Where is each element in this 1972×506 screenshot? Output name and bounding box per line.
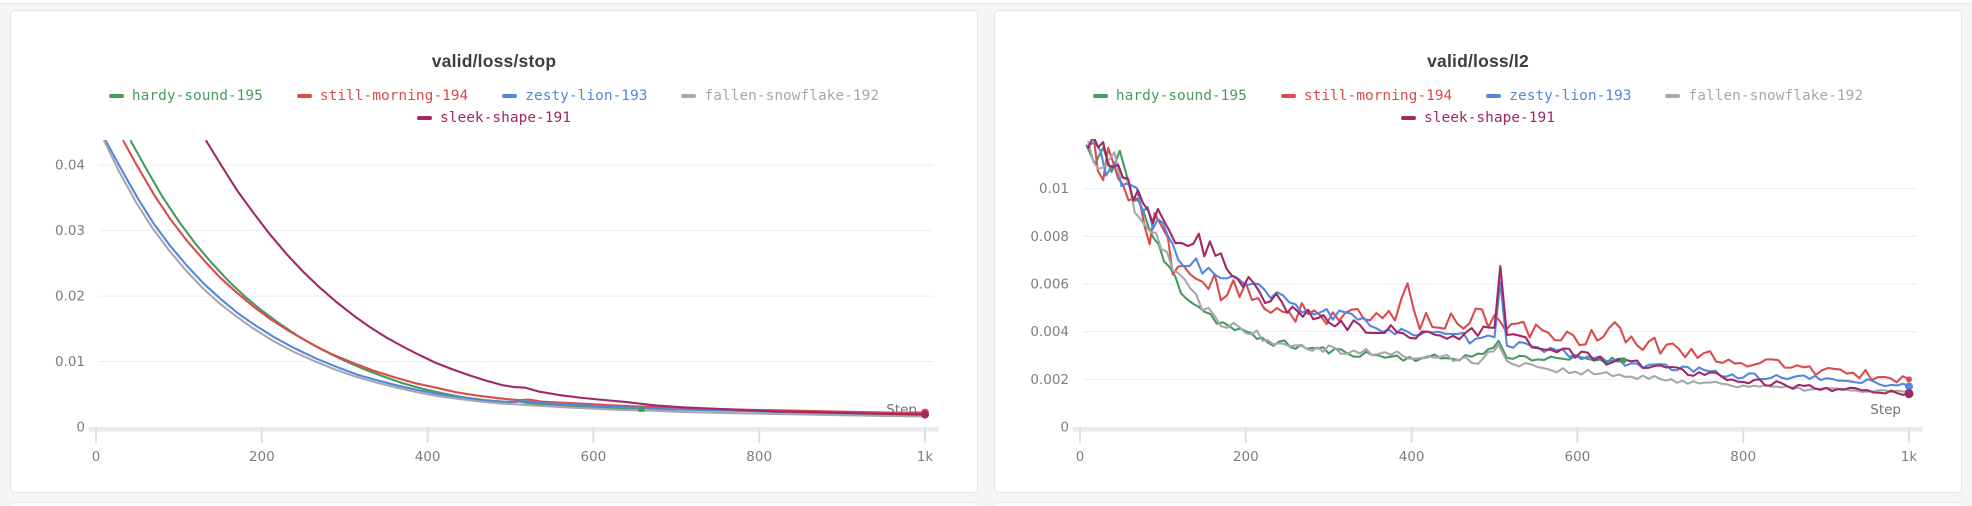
svg-text:0.006: 0.006 [1030,277,1069,293]
series-line-fallen-snowflake-192 [1087,140,1911,394]
previous-panel-row-edge [0,0,1972,4]
legend: hardy-sound-195 still-morning-194 zesty-li… [11,85,977,129]
legend-row-2: sleek-shape-191 [11,107,977,129]
legend-item-sleek-shape-191[interactable]: sleek-shape-191 [1401,110,1555,126]
legend-item-fallen-snowflake-192[interactable]: fallen-snowflake-192 [1665,88,1863,104]
svg-text:800: 800 [1730,449,1756,465]
end-marker-hardy-sound-195 [638,405,645,412]
svg-text:0: 0 [1060,420,1069,436]
series-line-still-morning-194 [122,139,927,414]
legend-swatch-icon [681,94,697,98]
svg-text:0: 0 [1076,449,1085,465]
legend-swatch-icon [1092,94,1108,98]
end-marker-sleek-shape-191 [921,410,929,419]
next-panel-row [0,502,1972,506]
x-axis-label: Step [1870,402,1901,418]
legend-label: still-morning-194 [1303,88,1453,104]
next-panel-row-edge [994,502,1962,506]
svg-text:400: 400 [415,449,441,465]
legend-label: fallen-snowflake-192 [704,88,880,104]
legend-label: fallen-snowflake-192 [1688,88,1864,104]
legend-label: zesty-lion-193 [1509,88,1632,104]
svg-text:0.01: 0.01 [1039,181,1069,197]
svg-text:1k: 1k [917,449,934,465]
svg-text:0.03: 0.03 [55,223,85,239]
gridlines [99,164,933,363]
legend-label: sleek-shape-191 [440,110,571,126]
svg-text:0.02: 0.02 [55,289,85,305]
svg-text:600: 600 [1565,449,1591,465]
legend-item-hardy-sound-195[interactable]: hardy-sound-195 [1092,88,1247,104]
series-line-hardy-sound-195 [1085,144,1625,365]
legend-row-2: sleek-shape-191 [995,107,1961,129]
svg-text:200: 200 [1233,449,1259,465]
y-tick-labels: 0 0.01 0.02 0.03 0.04 [55,158,85,436]
series-line-zesty-lion-193 [1088,141,1911,388]
svg-text:0: 0 [92,449,101,465]
svg-text:600: 600 [581,449,607,465]
panel-title: valid/loss/stop [431,51,557,71]
legend-swatch-icon [1280,94,1296,98]
y-tick-labels: 0 0.002 0.004 0.006 0.008 0.01 [1030,181,1069,435]
legend-label: hardy-sound-195 [131,88,263,104]
panel-title: valid/loss/l2 [1427,51,1529,71]
svg-text:0.004: 0.004 [1030,324,1069,340]
legend-swatch-icon [502,94,518,98]
legend-item-hardy-sound-195[interactable]: hardy-sound-195 [108,88,263,104]
svg-text:0.002: 0.002 [1030,372,1069,388]
series-line-sleek-shape-191 [205,139,927,416]
gridlines [1083,188,1917,380]
end-marker-zesty-lion-193 [1905,382,1913,391]
x-tick-labels: 0 200 400 600 800 1k [1076,449,1918,465]
legend-item-still-morning-194[interactable]: still-morning-194 [296,88,469,104]
svg-text:1k: 1k [1901,449,1918,465]
panel-row: valid/loss/stop hardy-sound-195 still-mor… [0,10,1972,493]
legend-item-zesty-lion-193[interactable]: zesty-lion-193 [1486,88,1631,104]
next-panel-row-edge [10,502,978,506]
series-line-zesty-lion-193 [104,139,927,416]
series-line-sleek-shape-191 [1087,139,1911,396]
end-marker-hardy-sound-195 [1620,357,1626,364]
legend-row-1: hardy-sound-195 still-morning-194 zesty-li… [995,85,1961,107]
legend-label: sleek-shape-191 [1424,110,1555,126]
panel-valid-loss-stop[interactable]: valid/loss/stop hardy-sound-195 still-mor… [10,10,978,493]
end-marker-still-morning-194 [1906,376,1912,383]
x-axis [1073,427,1923,443]
svg-text:0: 0 [76,420,85,436]
x-tick-labels: 0 200 400 600 800 1k [92,449,934,465]
x-axis [89,427,939,443]
svg-text:0.01: 0.01 [55,354,85,370]
legend-item-still-morning-194[interactable]: still-morning-194 [1280,88,1453,104]
panel-valid-loss-l2[interactable]: valid/loss/l2 hardy-sound-195 still-morni… [994,10,1962,493]
svg-text:800: 800 [746,449,772,465]
legend-item-fallen-snowflake-192[interactable]: fallen-snowflake-192 [681,88,879,104]
legend-label: still-morning-194 [319,88,469,104]
legend-swatch-icon [1401,116,1417,120]
legend-swatch-icon [296,94,312,98]
legend: hardy-sound-195 still-morning-194 zesty-li… [995,85,1961,129]
legend-item-sleek-shape-191[interactable]: sleek-shape-191 [417,110,571,126]
series-line-hardy-sound-195 [129,139,643,410]
svg-text:200: 200 [249,449,275,465]
legend-item-zesty-lion-193[interactable]: zesty-lion-193 [502,88,647,104]
chart-canvas-valid-loss-l2[interactable]: 0 0.002 0.004 0.006 0.008 0.01 0 200 400 600 800 1k… [995,11,1961,492]
svg-text:0.008: 0.008 [1030,229,1069,245]
legend-label: zesty-lion-193 [525,88,648,104]
legend-swatch-icon [1486,94,1502,98]
legend-swatch-icon [108,94,124,98]
series-line-fallen-snowflake-192 [103,139,927,418]
svg-text:400: 400 [1399,449,1425,465]
end-marker-sleek-shape-191 [1904,389,1914,399]
legend-swatch-icon [1665,94,1681,98]
svg-text:0.04: 0.04 [55,158,85,174]
legend-label: hardy-sound-195 [1115,88,1247,104]
legend-swatch-icon [417,116,433,120]
legend-row-1: hardy-sound-195 still-morning-194 zesty-li… [11,85,977,107]
